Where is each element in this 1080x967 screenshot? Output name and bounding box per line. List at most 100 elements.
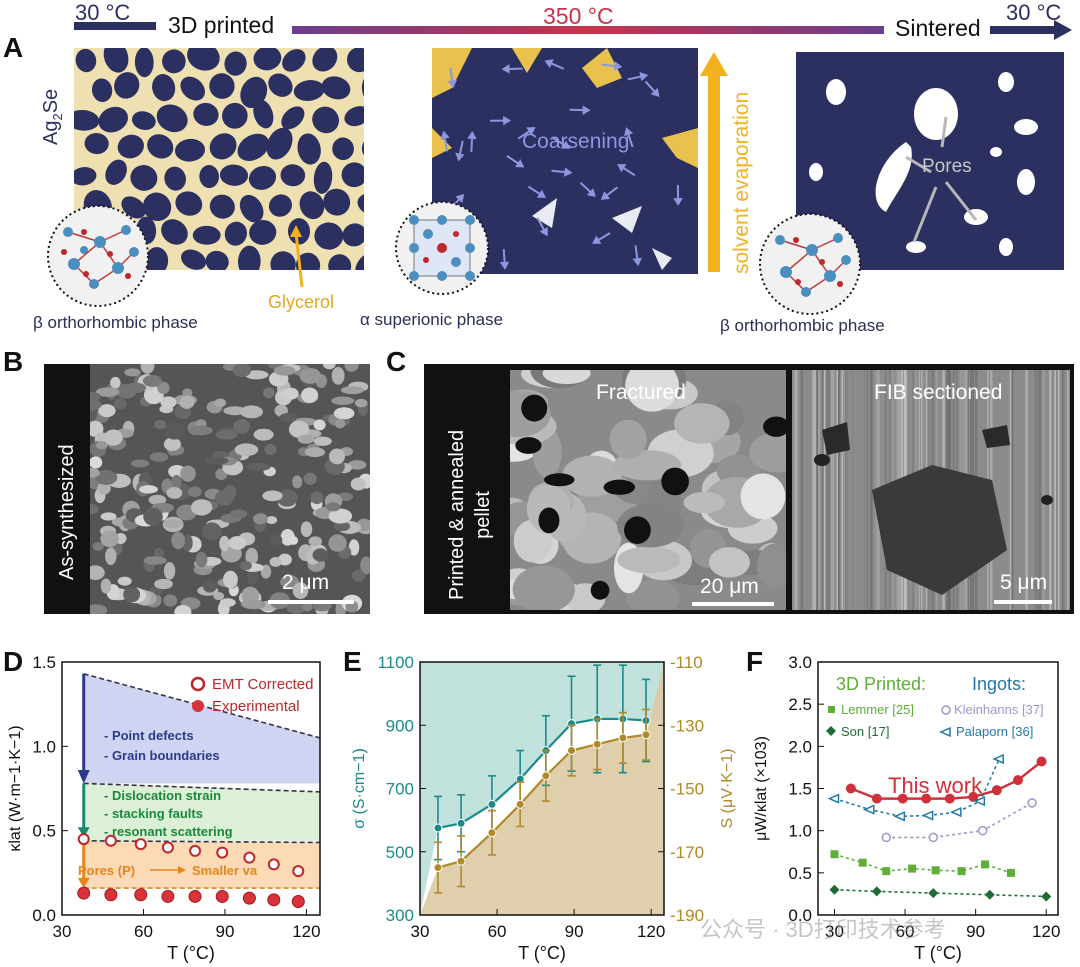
seebeck-point bbox=[541, 771, 551, 781]
particle bbox=[149, 452, 169, 462]
point bbox=[977, 825, 988, 836]
particle bbox=[131, 459, 150, 468]
coarsening-arrow bbox=[605, 186, 619, 197]
seebeck-point bbox=[433, 863, 443, 873]
y-tick-label: 0.0 bbox=[788, 906, 812, 925]
grain bbox=[282, 49, 306, 72]
fib-streak bbox=[811, 370, 814, 610]
point bbox=[992, 753, 1004, 765]
fib-streak bbox=[1045, 370, 1048, 610]
coarsening-arrowhead bbox=[539, 227, 548, 237]
grain bbox=[75, 48, 97, 73]
coarsening-arrowhead bbox=[673, 197, 683, 206]
fib-streak bbox=[826, 370, 830, 610]
y-tick-label-left: 900 bbox=[386, 716, 414, 735]
ag2se-label: Ag2Se bbox=[40, 88, 65, 145]
phase-label-3: β orthorhombic phase bbox=[720, 316, 885, 335]
grain bbox=[280, 164, 306, 187]
fib-streak bbox=[1009, 370, 1012, 610]
grain bbox=[342, 223, 364, 247]
particle bbox=[179, 395, 195, 409]
fib-streak bbox=[1049, 370, 1052, 610]
y-tick-label: 1.0 bbox=[32, 737, 56, 756]
grain bbox=[74, 109, 100, 131]
fib-streak bbox=[1066, 370, 1069, 610]
particle bbox=[219, 535, 230, 552]
sigma-point bbox=[487, 799, 497, 809]
grain bbox=[239, 194, 264, 223]
grain bbox=[121, 196, 146, 219]
legend-marker-emt bbox=[190, 676, 206, 692]
side-label-printed: Printed & annealed pellet bbox=[446, 429, 494, 600]
fib-streak bbox=[1034, 370, 1037, 610]
grain bbox=[134, 48, 154, 78]
coarsening-arrow bbox=[550, 62, 565, 70]
grain bbox=[253, 99, 274, 129]
particle bbox=[163, 562, 176, 580]
y-tick-label-right: -190 bbox=[670, 906, 704, 925]
particle bbox=[98, 404, 116, 418]
y-tick-label: 3.0 bbox=[788, 653, 812, 672]
y-tick-label-left: 700 bbox=[386, 780, 414, 799]
point-emt bbox=[189, 844, 202, 857]
point-emt bbox=[243, 851, 256, 864]
grain bbox=[237, 133, 270, 161]
fib-streak bbox=[864, 370, 866, 610]
point bbox=[921, 793, 932, 804]
fracture-facet bbox=[708, 547, 751, 578]
grain bbox=[147, 134, 174, 159]
particle bbox=[312, 548, 329, 562]
y-tick-label: 2.0 bbox=[788, 737, 812, 756]
particle bbox=[163, 594, 178, 607]
x-axis-label: T (°C) bbox=[167, 943, 215, 963]
particle bbox=[223, 570, 238, 589]
sigma-point bbox=[433, 823, 443, 833]
particle bbox=[202, 580, 217, 593]
point bbox=[1013, 775, 1023, 786]
particle bbox=[154, 547, 165, 558]
particle bbox=[143, 507, 163, 526]
fib-streak bbox=[813, 370, 816, 610]
particle bbox=[348, 539, 360, 556]
panel-label-f: F bbox=[746, 646, 764, 677]
grain bbox=[187, 48, 220, 71]
coarsening-arrowhead bbox=[501, 64, 510, 74]
pore bbox=[624, 516, 651, 544]
grain bbox=[74, 167, 97, 186]
band-0 bbox=[83, 673, 320, 784]
grain bbox=[312, 48, 338, 72]
fib-streak bbox=[1025, 370, 1028, 610]
particle bbox=[331, 366, 345, 385]
coarsening-arrowhead bbox=[440, 130, 450, 140]
particle bbox=[240, 599, 263, 609]
x-tick-label: 90 bbox=[966, 922, 985, 941]
legend-marker-son bbox=[826, 726, 836, 736]
particle bbox=[340, 386, 364, 395]
particle bbox=[328, 508, 353, 524]
group-label-ingots: Ingots: bbox=[972, 674, 1026, 694]
fib-streak bbox=[821, 370, 824, 610]
x-tick-label: 60 bbox=[488, 922, 507, 941]
chart-f: 3D Printed: Ingots: Lemmer [25] Son [17] Kle… bbox=[753, 653, 1060, 963]
watermark: 公众号 · 3D打印技术参考 bbox=[700, 917, 946, 942]
point-emt bbox=[77, 833, 90, 846]
particle bbox=[100, 512, 117, 521]
coarsening-arrowhead bbox=[467, 130, 477, 140]
coarsening-arrowhead bbox=[515, 159, 525, 168]
coarsening-arrowhead bbox=[544, 59, 554, 69]
coarsening-arrow bbox=[552, 136, 565, 146]
x-axis-label: T (°C) bbox=[914, 943, 962, 963]
pore bbox=[544, 473, 575, 487]
seebeck-area bbox=[420, 662, 664, 915]
y-tick-label: 0.5 bbox=[32, 822, 56, 841]
grain bbox=[357, 192, 364, 217]
fib-streak bbox=[837, 370, 840, 610]
grain bbox=[355, 252, 364, 270]
phase-label-1: β orthorhombic phase bbox=[33, 313, 198, 332]
band-label: - stacking faults bbox=[104, 806, 203, 821]
point-experimental bbox=[161, 889, 175, 903]
point bbox=[981, 860, 990, 869]
seebeck-point bbox=[592, 739, 602, 749]
grain bbox=[156, 104, 188, 133]
x-tick-label: 90 bbox=[565, 922, 584, 941]
